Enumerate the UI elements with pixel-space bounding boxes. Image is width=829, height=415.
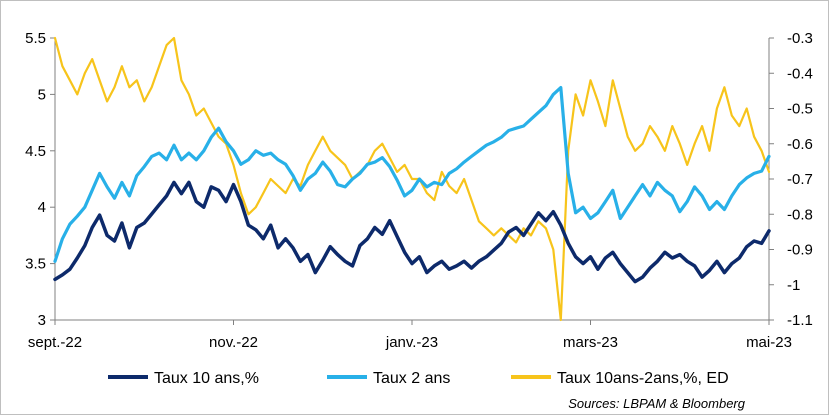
x-tick-label: nov.-22 (209, 334, 258, 351)
y-right-tick-label: -1.1 (787, 312, 813, 329)
y-left-tick-label: 4.5 (25, 143, 46, 160)
chart-tick-labels: 3 3.5 4 4.5 5 5.5 -1.1 -1 -0.9 -0.8 -0.7 -0.6 -0.5 -0… (25, 30, 813, 351)
legend-label-10y: Taux 10 ans,% (154, 370, 259, 387)
x-tick-label: sept.-22 (28, 334, 82, 351)
y-left-tick-label: 3.5 (25, 256, 46, 273)
chart-series (53, 36, 771, 322)
y-left-tick-label: 5.5 (25, 30, 46, 47)
y-right-tick-label: -0.7 (787, 171, 813, 188)
y-left-tick-label: 3 (38, 312, 46, 329)
legend-label-spread: Taux 10ans-2ans,%, ED (557, 370, 729, 387)
y-right-tick-label: -0.4 (787, 65, 813, 82)
series-line-10y (53, 180, 771, 284)
chart-legend: Taux 10 ans,% Taux 2 ans Taux 10ans-2ans… (108, 370, 729, 387)
y-right-tick-label: -0.5 (787, 101, 813, 118)
y-right-tick-label: -0.9 (787, 242, 813, 259)
legend-label-2y: Taux 2 ans (373, 370, 450, 387)
y-right-tick-label: -0.3 (787, 30, 813, 47)
x-tick-label: mars-23 (563, 334, 618, 351)
source-note: Sources: LBPAM & Bloomberg (568, 396, 746, 411)
series-line-2y (53, 86, 771, 263)
series-line-spread (53, 36, 771, 322)
y-right-tick-label: -0.8 (787, 206, 813, 223)
y-left-tick-label: 5 (38, 86, 46, 103)
x-tick-label: mai-23 (746, 334, 792, 351)
y-left-tick-label: 4 (38, 199, 46, 216)
y-right-tick-label: -0.6 (787, 136, 813, 153)
y-right-tick-label: -1 (787, 277, 800, 294)
chart-axes (50, 37, 774, 325)
x-tick-label: janv.-23 (385, 334, 438, 351)
